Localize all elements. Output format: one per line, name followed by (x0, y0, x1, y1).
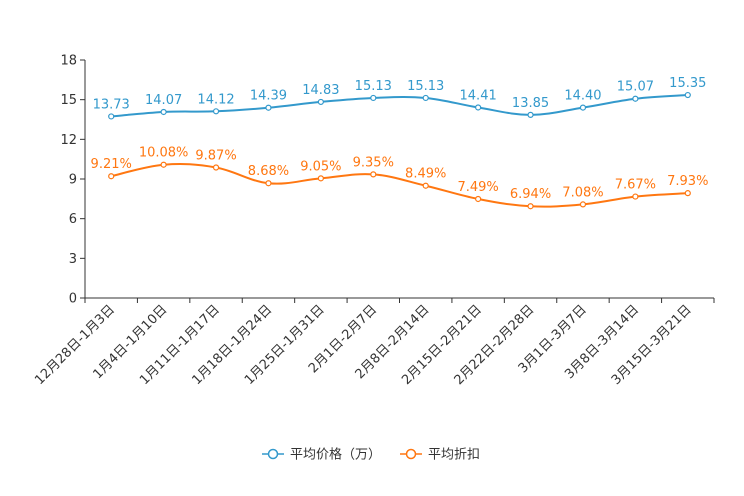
data-label: 9.21% (91, 157, 132, 172)
data-label: 10.08% (139, 146, 189, 161)
legend-item-2[interactable]: 平均折扣 (400, 448, 480, 463)
chart-axes: 036912151812月28日-1月3日1月4日-1月10日1月11日-1月1… (32, 54, 715, 388)
data-label: 7.93% (667, 174, 708, 189)
data-point (422, 94, 429, 102)
y-tick-label: 6 (69, 212, 77, 227)
legend-item-1[interactable]: 平均价格（万） (262, 447, 381, 463)
data-point (160, 161, 167, 168)
data-point (370, 171, 377, 178)
data-label: 13.73 (93, 97, 130, 112)
data-label: 14.40 (564, 89, 601, 104)
data-point (265, 180, 272, 187)
data-point (579, 201, 587, 208)
data-point (370, 94, 377, 102)
data-point (684, 91, 691, 99)
data-point (212, 164, 220, 171)
data-label: 9.35% (353, 155, 394, 170)
y-tick-label: 18 (60, 54, 77, 69)
data-label: 8.68% (248, 164, 289, 179)
data-point (160, 108, 167, 116)
data-label: 15.13 (407, 79, 444, 94)
legend-marker (267, 448, 279, 460)
data-point (108, 113, 115, 120)
data-point (108, 173, 115, 180)
y-tick-label: 3 (69, 252, 77, 267)
data-label: 13.85 (512, 96, 549, 111)
data-label: 7.08% (562, 185, 603, 200)
data-point (317, 175, 324, 182)
data-point (317, 98, 324, 106)
data-label: 14.83 (302, 83, 339, 98)
data-label: 7.49% (457, 180, 498, 195)
y-tick-label: 12 (60, 133, 77, 148)
data-point (475, 104, 482, 111)
data-point (684, 190, 691, 197)
data-point (422, 182, 429, 189)
data-point (527, 111, 534, 118)
data-point (632, 95, 639, 102)
y-tick-label: 15 (60, 93, 77, 108)
data-point (527, 203, 534, 210)
data-point (579, 104, 587, 111)
data-label: 15.13 (355, 79, 392, 94)
legend-label: 平均折扣 (428, 448, 480, 463)
chart-series: 13.73 14.07 14.12 14.39 14.83 15.13 15.13 14.41… (91, 76, 708, 210)
data-label: 14.12 (197, 92, 234, 107)
data-label: 9.05% (300, 159, 341, 174)
data-label: 14.39 (250, 89, 287, 104)
data-label: 7.67% (615, 178, 656, 193)
y-tick-label: 0 (69, 292, 77, 307)
data-point (212, 108, 220, 115)
data-label: 6.94% (510, 187, 551, 202)
data-label: 9.87% (195, 148, 236, 163)
data-label: 15.07 (617, 80, 654, 95)
data-label: 8.49% (405, 167, 446, 182)
series-line (111, 94, 688, 118)
chart-legend[interactable]: 平均价格（万） 平均折扣 (262, 447, 480, 463)
data-label: 14.41 (460, 88, 497, 103)
data-point (265, 104, 272, 111)
legend-marker (405, 448, 417, 460)
data-point (475, 195, 482, 203)
series-line (110, 163, 688, 208)
legend-label: 平均价格（万） (290, 447, 381, 463)
series-2: 9.21% 10.08% 9.87% 8.68% 9.05% 9.35% 8.49% 7.49… (91, 146, 708, 210)
series-1: 13.73 14.07 14.12 14.39 14.83 15.13 15.13 14.41… (93, 76, 706, 120)
y-tick-label: 9 (69, 173, 77, 188)
data-label: 14.07 (145, 93, 182, 108)
data-label: 15.35 (669, 76, 706, 91)
data-point (632, 193, 639, 200)
